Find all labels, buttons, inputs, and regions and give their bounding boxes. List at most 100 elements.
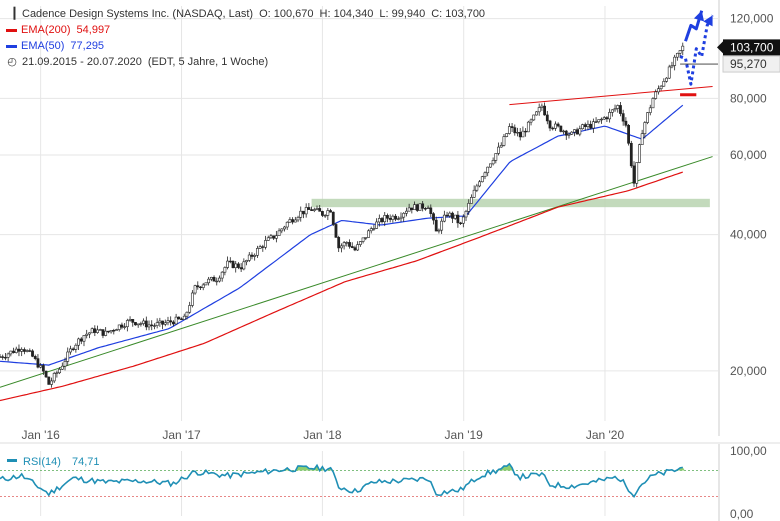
candle-body [648, 107, 652, 113]
line-price-tag [722, 55, 780, 73]
candle [63, 357, 67, 371]
candle-body [638, 144, 641, 163]
candle-body [299, 210, 303, 218]
candle [562, 129, 565, 135]
candle [58, 367, 62, 375]
candle-body [505, 133, 509, 137]
candle [182, 313, 186, 320]
candle [4, 353, 7, 361]
candle [486, 166, 490, 177]
candle-body [44, 370, 48, 378]
candle-body [662, 81, 666, 87]
candle [470, 194, 473, 204]
candle-body [418, 203, 422, 211]
candlestick-icon: ▕▏ [6, 8, 23, 20]
candle-body [134, 322, 137, 326]
candle [280, 228, 284, 234]
candle [459, 221, 463, 225]
candle-body [594, 121, 598, 123]
candle-body [180, 318, 183, 320]
candle-body [1, 356, 5, 358]
candle [646, 112, 649, 125]
candle [25, 349, 29, 353]
candle-body [264, 240, 267, 248]
candle-body [96, 329, 99, 333]
candle [269, 234, 273, 240]
candle [681, 42, 685, 56]
candle [209, 276, 213, 282]
candle-body [516, 131, 519, 134]
candle [20, 347, 24, 357]
candle-body [174, 316, 178, 325]
candle [142, 318, 146, 326]
candle [17, 344, 21, 357]
candle [155, 318, 159, 329]
candle-body [185, 311, 189, 317]
candle [597, 119, 601, 124]
candle-body [535, 111, 538, 116]
candle [0, 353, 2, 358]
candle-body [269, 235, 273, 239]
candle-body [220, 271, 224, 279]
candle [456, 211, 460, 228]
candle [632, 161, 636, 187]
candle [643, 121, 647, 139]
candle [524, 128, 528, 137]
candle-body [472, 189, 476, 198]
candle-body [461, 216, 465, 224]
candle [237, 262, 240, 270]
candle [402, 212, 406, 222]
candle [193, 284, 197, 295]
candle [153, 323, 156, 330]
candle-body [646, 112, 649, 123]
ohlc-high: H: 104,340 [319, 8, 374, 20]
candle-body [499, 145, 503, 148]
trend-line-layer [0, 85, 713, 388]
candle-body [239, 267, 243, 270]
candle [223, 266, 227, 276]
candle-body [497, 146, 500, 154]
candle [293, 216, 297, 223]
candle [586, 120, 590, 131]
candle [85, 329, 89, 339]
candle-body [613, 108, 617, 111]
candle [274, 230, 278, 243]
candle-body [339, 245, 343, 249]
candle [199, 286, 202, 291]
candle-body [120, 324, 124, 328]
candle [115, 328, 118, 331]
candle-body [610, 109, 614, 113]
ohlc-close: C: 103,700 [431, 8, 486, 20]
candle [169, 316, 173, 326]
candle [675, 52, 679, 61]
last-price-pointer [717, 41, 723, 54]
candle [578, 125, 582, 137]
candle [353, 245, 357, 252]
candle [245, 259, 248, 266]
candle-body [578, 128, 582, 135]
candle-body [177, 316, 181, 320]
candle [79, 337, 83, 345]
candle-body [345, 242, 349, 244]
candle-body [659, 85, 663, 90]
candle-body [375, 221, 379, 229]
candle [386, 213, 389, 223]
candle-body [6, 353, 10, 358]
candle-body [410, 207, 414, 211]
candle [163, 319, 167, 327]
candle [510, 123, 514, 133]
candle [583, 122, 587, 131]
candle-body [567, 133, 571, 136]
candle-body [675, 52, 679, 58]
candle-body [489, 163, 492, 168]
price-tick-label: 80,000 [730, 91, 767, 105]
candle [554, 121, 557, 131]
candle [190, 290, 194, 308]
candle-body [93, 328, 97, 333]
candle [66, 347, 70, 366]
candle [442, 210, 446, 223]
candle-body [591, 121, 595, 129]
candle [673, 54, 677, 71]
candle [277, 228, 281, 236]
candle-body [459, 222, 463, 224]
